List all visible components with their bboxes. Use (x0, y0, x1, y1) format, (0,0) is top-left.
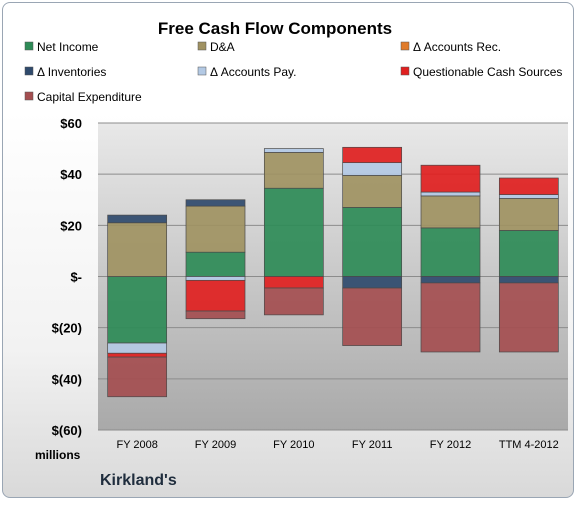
bar-segment (263, 276, 324, 289)
bar-segment (263, 187, 324, 277)
bar-segment (420, 227, 481, 277)
x-axis: FY 2008 FY 2009 FY 2010 FY 2011 FY 2012 TTM 4… (116, 439, 558, 451)
x-tick-label: FY 2008 (116, 439, 157, 451)
bar-segment (342, 175, 403, 208)
bar-segment (420, 282, 481, 353)
y-tick-label: $- (70, 270, 82, 285)
legend: Net Income D&A Δ Accounts Rec. Δ Inventorie… (24, 40, 562, 104)
bar-segment (107, 214, 168, 224)
bar-segment (185, 199, 246, 207)
bar-segment (185, 310, 246, 320)
bar-segment (498, 198, 559, 231)
bar-segment (185, 276, 246, 281)
legend-item: Net Income (37, 40, 99, 54)
y-tick-label: $40 (60, 167, 82, 182)
y-tick-label: $(60) (52, 423, 82, 438)
bar-segment (498, 177, 559, 195)
chart-frame: Free Cash Flow Components Net Income D&A Δ… (2, 2, 574, 498)
legend-item: D&A (210, 40, 235, 54)
bar-segment (498, 282, 559, 353)
bar-segment (498, 194, 559, 199)
bar-segment (107, 342, 168, 354)
legend-swatch (24, 66, 34, 76)
bar-segment (420, 195, 481, 229)
chart-title: Free Cash Flow Components (158, 19, 392, 38)
bar-segment (107, 222, 168, 277)
gridlines (98, 122, 568, 431)
bar-segment (263, 287, 324, 316)
y-tick-label: $60 (60, 116, 82, 131)
bar-segment (420, 191, 481, 197)
bar-segment (342, 276, 403, 289)
bar-segment (263, 148, 324, 153)
y-tick-label: $(40) (52, 372, 82, 387)
legend-item: Δ Accounts Pay. (210, 65, 297, 79)
bar-segment (342, 287, 403, 346)
bar-segment (498, 230, 559, 277)
legend-swatch (400, 66, 410, 76)
bar-segment (185, 251, 246, 277)
y-unit-label: millions (35, 448, 81, 462)
legend-swatch (400, 41, 410, 51)
legend-swatch (197, 41, 207, 51)
bar-segment (498, 276, 559, 284)
y-tick-label: $20 (60, 218, 82, 233)
bar-segment (420, 164, 481, 193)
bar-segment (107, 356, 168, 398)
x-tick-label: FY 2009 (195, 439, 236, 451)
chart: Free Cash Flow Components Net Income D&A Δ… (24, 19, 568, 462)
x-tick-label: FY 2010 (273, 439, 314, 451)
x-tick-label: FY 2012 (430, 439, 471, 451)
x-tick-label: FY 2011 (352, 439, 393, 451)
legend-item: Δ Accounts Rec. (413, 40, 501, 54)
bar-segment (185, 279, 246, 312)
bar-segment (342, 207, 403, 277)
bar-segment (420, 276, 481, 284)
bar-segment (342, 162, 403, 176)
x-tick-label: TTM 4-2012 (499, 439, 559, 451)
legend-swatch (24, 41, 34, 51)
bars (107, 146, 559, 398)
y-tick-label: $(20) (52, 321, 82, 336)
y-axis: $60 $40 $20 $- $(20) $(40) $(60) (52, 116, 82, 438)
company-label: Kirkland's (100, 472, 177, 489)
legend-swatch (197, 66, 207, 76)
bar-segment (342, 146, 403, 164)
bar-segment (263, 152, 324, 189)
legend-item: Δ Inventories (37, 65, 106, 79)
bar-segment (185, 205, 246, 253)
bar-segment (107, 276, 168, 344)
legend-swatch (24, 91, 34, 101)
legend-item: Capital Expenditure (37, 90, 142, 104)
legend-item: Questionable Cash Sources (413, 65, 562, 79)
bar-segment (107, 352, 168, 358)
